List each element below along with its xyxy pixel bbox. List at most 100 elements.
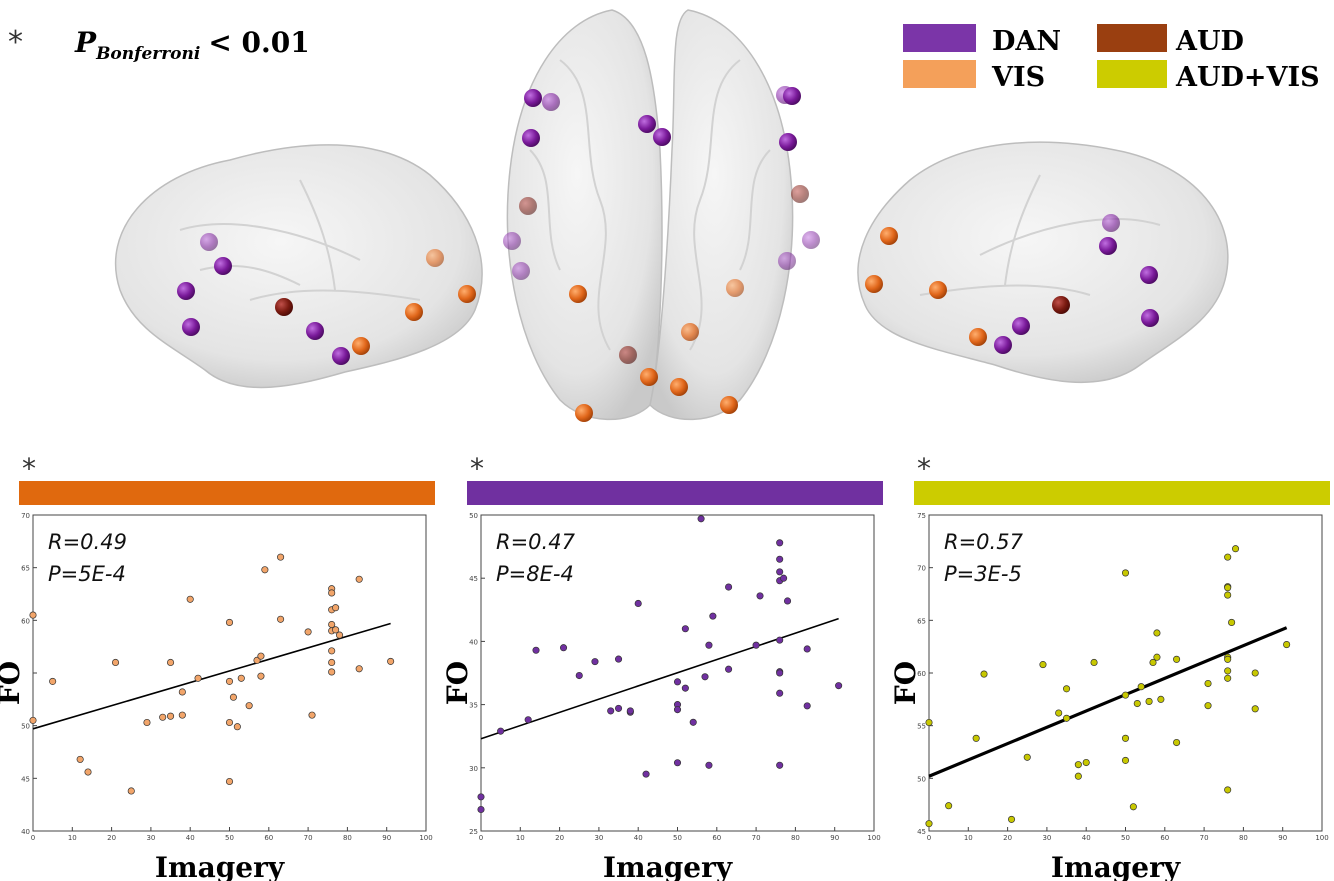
x-axis-label: Imagery <box>155 851 285 881</box>
data-point <box>945 802 953 810</box>
data-point <box>1251 705 1259 713</box>
node-dan <box>200 233 218 251</box>
data-point <box>159 713 167 721</box>
data-point <box>1129 803 1137 811</box>
data-point <box>1149 658 1157 667</box>
x-tick-label: 20 <box>107 834 116 842</box>
x-tick-label: 0 <box>31 834 35 842</box>
data-point <box>673 678 682 686</box>
data-point <box>245 702 253 710</box>
data-point <box>233 723 241 731</box>
data-point <box>614 655 623 663</box>
data-point <box>1153 653 1161 661</box>
node-dan <box>783 87 801 105</box>
network-color-bar <box>19 481 435 505</box>
node-vis <box>969 328 987 346</box>
data-point <box>803 702 811 710</box>
data-point <box>673 759 682 767</box>
x-tick-label: 100 <box>867 834 880 842</box>
legend-label-dan: DAN <box>992 26 1061 57</box>
node-dan <box>1012 317 1030 335</box>
legend: DAN VIS AUD AUD+VIS <box>903 24 1320 93</box>
x-tick-label: 60 <box>264 834 273 842</box>
stat-p: P=3E-5 <box>944 562 1022 586</box>
y-tick-label: 40 <box>21 828 30 836</box>
scatter-panels: *0 10 20 30 40 50 60 70 80 90 100404550606570R=0.4… <box>0 452 1330 881</box>
data-point <box>167 658 175 667</box>
data-point <box>167 712 175 720</box>
legend-label-aud: AUD <box>1175 26 1244 57</box>
data-point <box>304 628 312 636</box>
node-aud <box>791 185 809 203</box>
data-point <box>626 707 634 715</box>
node-dan <box>802 231 820 249</box>
node-vis <box>352 337 370 355</box>
data-point <box>29 716 37 724</box>
p-symbol: P <box>74 26 97 59</box>
data-point <box>1145 697 1153 705</box>
y-tick-label: 50 <box>21 723 30 731</box>
x-tick-label: 90 <box>1278 834 1287 842</box>
data-point <box>1283 641 1291 649</box>
data-point <box>111 658 120 667</box>
stat-r: R=0.49 <box>48 530 127 554</box>
data-point <box>257 672 265 680</box>
data-point <box>689 718 697 726</box>
node-vis <box>865 275 883 293</box>
data-point <box>1023 753 1031 761</box>
x-tick-label: 70 <box>1200 834 1209 842</box>
node-dan <box>994 336 1012 354</box>
data-point <box>328 647 336 655</box>
x-tick-label: 90 <box>830 834 839 842</box>
y-tick-label: 50 <box>917 775 926 783</box>
brain-top-view <box>506 9 794 421</box>
node-aud <box>519 197 537 215</box>
x-tick-label: 40 <box>186 834 195 842</box>
y-tick-label: 75 <box>917 512 926 520</box>
scatter-panel-vis: * 0 10 20 30 40 50 60 70 80 90 100 40 45 50 60 65 70 R=0.4… <box>0 452 435 881</box>
legend-label-aud-vis: AUD+VIS <box>1175 62 1320 93</box>
data-point <box>178 711 186 719</box>
data-point <box>261 566 269 574</box>
x-tick-label: 20 <box>555 834 564 842</box>
data-point <box>532 646 540 654</box>
legend-label-vis: VIS <box>991 62 1045 93</box>
data-point <box>84 768 92 776</box>
data-point <box>497 727 505 735</box>
data-point <box>1074 772 1082 780</box>
data-point <box>1121 691 1130 699</box>
data-point <box>776 555 784 563</box>
data-point <box>477 805 485 814</box>
y-axis-label: FO <box>0 661 26 705</box>
data-point <box>1007 815 1016 823</box>
node-dan <box>214 257 232 275</box>
data-point <box>835 682 843 690</box>
x-tick-label: 60 <box>712 834 721 842</box>
significance-star: * <box>917 452 931 485</box>
data-point <box>1074 761 1082 769</box>
data-point <box>1121 734 1130 742</box>
x-axis-label: Imagery <box>1051 851 1181 881</box>
data-point <box>178 688 186 696</box>
data-point <box>776 761 784 769</box>
regression-line <box>32 622 391 730</box>
data-point <box>925 820 933 828</box>
x-tick-label: 30 <box>594 834 603 842</box>
brain-right-lateral-surface <box>857 141 1229 383</box>
x-tick-label: 0 <box>927 834 931 842</box>
data-point <box>614 704 623 712</box>
data-point <box>143 718 151 727</box>
data-point <box>697 515 705 523</box>
data-point <box>780 574 788 582</box>
node-vis <box>426 249 444 267</box>
node-dan <box>1102 214 1120 232</box>
data-point <box>1251 669 1259 677</box>
data-point <box>1228 618 1236 626</box>
x-tick-label: 30 <box>146 834 155 842</box>
x-tick-label: 70 <box>304 834 313 842</box>
data-point <box>229 693 237 701</box>
legend-swatch-vis <box>903 60 976 88</box>
data-point <box>335 631 344 639</box>
data-point <box>1157 695 1165 703</box>
node-vis <box>726 279 744 297</box>
